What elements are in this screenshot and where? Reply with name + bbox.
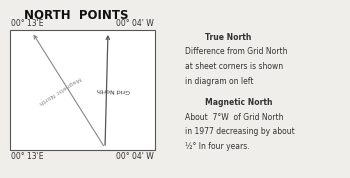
Text: 00° 04' W: 00° 04' W [116, 152, 154, 161]
Text: ½° In four years.: ½° In four years. [185, 142, 250, 151]
Text: 00° 13'E: 00° 13'E [11, 19, 43, 28]
Text: NORTH  POINTS: NORTH POINTS [24, 9, 128, 22]
Text: Magnetic North: Magnetic North [205, 98, 273, 107]
Text: Difference from Grid North: Difference from Grid North [185, 48, 287, 56]
Text: True North: True North [205, 33, 251, 42]
Text: 00° 13'E: 00° 13'E [11, 152, 43, 161]
Text: Magnetic North: Magnetic North [37, 75, 82, 105]
Text: in 1977 decreasing by about: in 1977 decreasing by about [185, 127, 295, 136]
Text: in diagram on left: in diagram on left [185, 77, 253, 85]
Text: About  7°W  of Grid North: About 7°W of Grid North [185, 113, 284, 122]
Text: at sheet corners is shown: at sheet corners is shown [185, 62, 283, 71]
Bar [10, 30, 155, 150]
Text: Grid North: Grid North [97, 87, 130, 93]
Text: 00° 04' W: 00° 04' W [116, 19, 154, 28]
